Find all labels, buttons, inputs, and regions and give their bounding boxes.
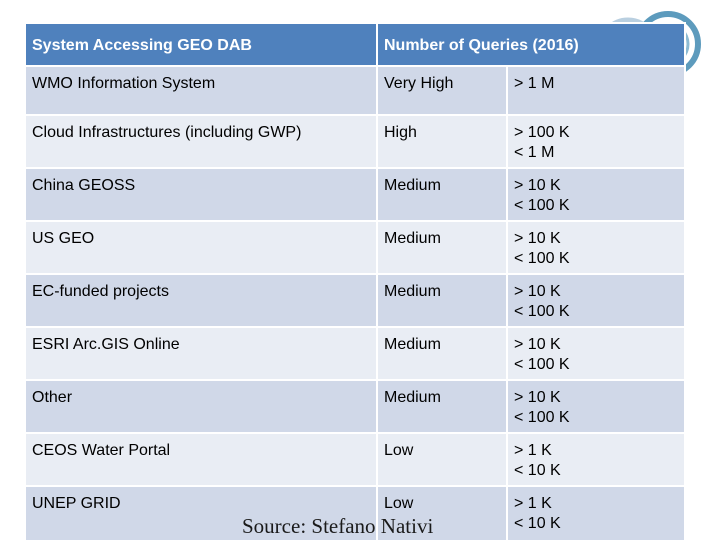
range-lower-bound: > 10 K	[514, 283, 561, 300]
range-upper-bound: < 100 K	[514, 250, 570, 267]
query-range-cell: > 100 K < 1 M	[505, 114, 687, 169]
query-range-cell: > 10 K < 100 K	[505, 326, 687, 381]
system-name-cell: ESRI Arc.GIS Online	[24, 326, 378, 381]
system-name-cell: WMO Information System	[24, 65, 378, 116]
range-lower-bound: > 10 K	[514, 177, 561, 194]
query-range-cell: > 10 K < 100 K	[505, 220, 687, 275]
table-row: WMO Information System Very High > 1 M	[24, 65, 687, 116]
range-lower-bound: > 100 K	[514, 124, 570, 141]
query-range-cell: > 1 M	[505, 65, 687, 116]
query-level-cell: Very High	[376, 65, 508, 116]
range-lower-bound: > 1 M	[514, 75, 555, 92]
query-level-cell: Low	[376, 432, 508, 487]
table-row: EC-funded projects Medium > 10 K < 100 K	[24, 273, 687, 328]
system-name-cell: UNEP GRID	[24, 485, 378, 540]
range-upper-bound: < 100 K	[514, 356, 570, 373]
system-name-cell: Cloud Infrastructures (including GWP)	[24, 114, 378, 169]
query-level-cell: Medium	[376, 167, 508, 222]
source-caption: Source: Stefano Nativi	[242, 514, 434, 538]
header-queries: Number of Queries (2016)	[375, 22, 687, 67]
range-upper-bound: < 100 K	[514, 197, 570, 214]
range-upper-bound: < 10 K	[514, 515, 561, 532]
table-row: Cloud Infrastructures (including GWP) Hig…	[24, 114, 687, 169]
query-level-cell: Low	[376, 485, 508, 540]
query-range-cell: > 1 K < 10 K	[505, 485, 687, 540]
table-header-row: System Accessing GEO DAB Number of Queri…	[24, 22, 687, 67]
range-lower-bound: > 1 K	[514, 442, 552, 459]
range-upper-bound: < 10 K	[514, 462, 561, 479]
system-name-cell: US GEO	[24, 220, 378, 275]
range-upper-bound: < 1 M	[514, 144, 555, 161]
query-range-cell: > 1 K < 10 K	[505, 432, 687, 487]
query-range-cell: > 10 K < 100 K	[505, 273, 687, 328]
system-name-cell: Other	[24, 379, 378, 434]
table-row: ESRI Arc.GIS Online Medium > 10 K < 100 K	[24, 326, 687, 381]
header-system: System Accessing GEO DAB	[24, 22, 378, 67]
table-row: China GEOSS Medium > 10 K < 100 K	[24, 167, 687, 222]
system-name-cell: China GEOSS	[24, 167, 378, 222]
table-row: UNEP GRID Low > 1 K < 10 K	[24, 485, 687, 540]
query-level-cell: High	[376, 114, 508, 169]
query-level-cell: Medium	[376, 273, 508, 328]
range-upper-bound: < 100 K	[514, 303, 570, 320]
range-lower-bound: > 10 K	[514, 336, 561, 353]
table-row: CEOS Water Portal Low > 1 K < 10 K	[24, 432, 687, 487]
geo-dab-queries-table: System Accessing GEO DAB Number of Queri…	[24, 22, 687, 540]
table-row: US GEO Medium > 10 K < 100 K	[24, 220, 687, 275]
query-range-cell: > 10 K < 100 K	[505, 167, 687, 222]
range-lower-bound: > 10 K	[514, 389, 561, 406]
query-level-cell: Medium	[376, 326, 508, 381]
system-name-cell: CEOS Water Portal	[24, 432, 378, 487]
range-lower-bound: > 1 K	[514, 495, 552, 512]
system-name-cell: EC-funded projects	[24, 273, 378, 328]
range-lower-bound: > 10 K	[514, 230, 561, 247]
query-level-cell: Medium	[376, 220, 508, 275]
query-range-cell: > 10 K < 100 K	[505, 379, 687, 434]
table-row: Other Medium > 10 K < 100 K	[24, 379, 687, 434]
query-level-cell: Medium	[376, 379, 508, 434]
range-upper-bound: < 100 K	[514, 409, 570, 426]
